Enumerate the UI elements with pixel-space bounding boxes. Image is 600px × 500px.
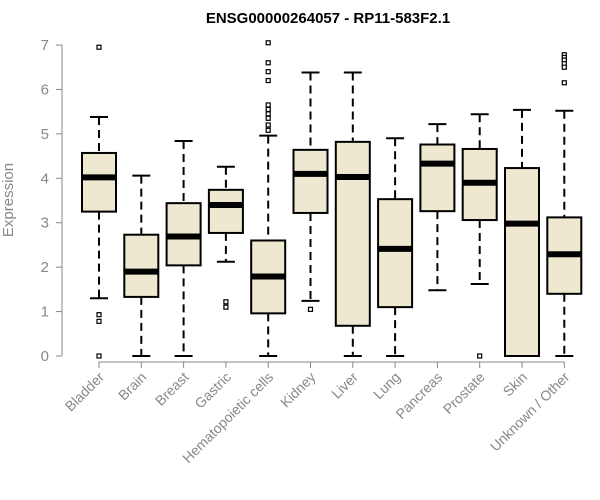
outlier-point: [477, 353, 483, 359]
outlier-point: [265, 106, 271, 113]
outlier-point: [265, 122, 271, 128]
box-bladder: [81, 44, 117, 359]
outlier-point: [265, 69, 271, 75]
outlier-point: [561, 64, 567, 70]
iqr-box: [207, 188, 244, 234]
iqr-box: [334, 140, 371, 327]
iqr-box: [504, 167, 540, 357]
outlier-point: [265, 60, 271, 66]
x-tick-label: Bladder: [62, 369, 108, 415]
x-tick-label: Prostate: [440, 369, 488, 417]
box-prostate: [461, 113, 498, 359]
box-liver: [334, 71, 371, 357]
y-tick-label: 2: [41, 259, 49, 276]
y-axis-label: Expression: [0, 163, 17, 237]
box-lung: [377, 137, 414, 357]
box-pancreas: [419, 123, 456, 292]
box-brain: [123, 174, 160, 357]
iqr-box: [81, 151, 117, 213]
outlier-point: [561, 80, 567, 86]
outlier-point: [96, 318, 102, 324]
y-tick-label: 4: [41, 170, 49, 187]
outlier-point: [265, 40, 271, 46]
y-tick-label: 6: [41, 81, 49, 98]
x-tick-label: Skin: [500, 369, 531, 400]
box-gastric: [207, 165, 244, 310]
y-tick-label: 1: [41, 304, 49, 321]
box-series: [81, 40, 583, 359]
iqr-box: [419, 143, 456, 213]
y-axis: 0 1 2 3 4 5 6 7: [41, 37, 63, 365]
outlier-point: [223, 304, 229, 310]
outlier-point: [96, 312, 102, 318]
iqr-box: [377, 198, 414, 309]
box-unknown-other: [546, 52, 583, 357]
outlier-point: [223, 299, 229, 305]
outlier-point: [96, 44, 102, 50]
iqr-box: [292, 148, 329, 214]
outlier-point: [265, 77, 271, 84]
outlier-point: [96, 353, 102, 359]
outlier-point: [265, 115, 271, 121]
box-kidney: [292, 71, 329, 312]
x-tick-label: Breast: [152, 369, 192, 409]
x-tick-label: Brain: [115, 369, 149, 403]
y-tick-label: 5: [41, 126, 49, 143]
outlier-point: [265, 102, 271, 108]
outlier-point: [307, 306, 314, 312]
chart-title: ENSG00000264057 - RP11-583F2.1: [206, 10, 450, 27]
outlier-point: [265, 111, 271, 117]
y-tick-label: 3: [41, 215, 49, 232]
x-tick-label: Pancreas: [392, 369, 445, 422]
iqr-box: [123, 233, 160, 298]
y-tick-label: 0: [41, 348, 49, 365]
box-hematopoietic-cells: [250, 40, 287, 357]
x-tick-label: Kidney: [277, 369, 319, 411]
x-tick-label: Liver: [328, 369, 361, 402]
outlier-point: [265, 127, 271, 133]
x-tick-label: Unknown / Other: [487, 369, 573, 455]
box-breast: [165, 139, 202, 357]
x-tick-label: Lung: [370, 369, 403, 402]
box-skin: [504, 108, 540, 357]
y-tick-label: 7: [41, 37, 49, 54]
